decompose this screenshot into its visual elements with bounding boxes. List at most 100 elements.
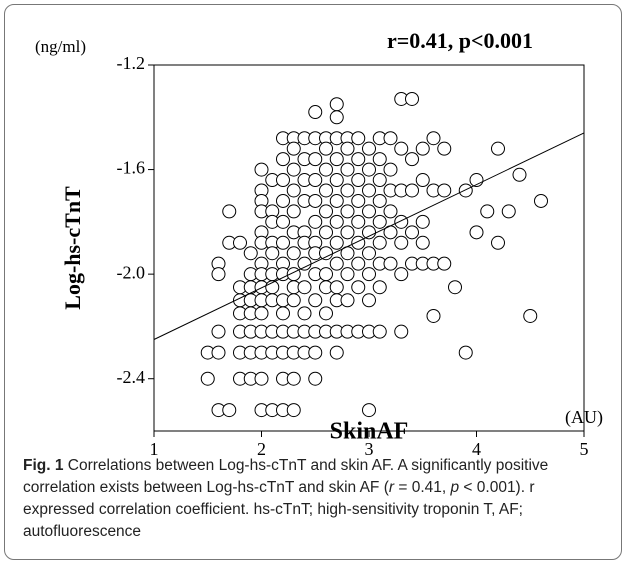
point <box>211 267 226 282</box>
y-tick-label: -2.0 <box>117 262 146 282</box>
point <box>351 235 366 250</box>
point <box>329 280 344 295</box>
point <box>211 324 226 339</box>
point <box>415 214 430 229</box>
point <box>534 193 548 208</box>
x-tick-label: 5 <box>580 439 589 455</box>
point <box>329 256 344 271</box>
point <box>351 152 366 167</box>
point <box>222 204 237 219</box>
point <box>362 141 376 156</box>
point <box>415 235 430 250</box>
point <box>426 131 441 146</box>
point <box>362 293 376 308</box>
point <box>394 235 409 250</box>
point <box>372 173 387 188</box>
point <box>437 183 452 198</box>
point <box>340 225 355 240</box>
point <box>405 225 419 240</box>
point <box>286 246 301 261</box>
point <box>372 235 387 250</box>
x-tick-label: 4 <box>472 439 481 455</box>
point <box>351 214 366 229</box>
y-tick-label: -1.2 <box>117 53 146 73</box>
point <box>329 235 344 250</box>
caption-text: = 0.41, <box>394 479 451 496</box>
point <box>383 131 398 146</box>
point <box>308 345 323 360</box>
point <box>437 256 452 271</box>
point <box>319 141 333 156</box>
point <box>491 235 505 250</box>
chart-title: r=0.41, p<0.001 <box>387 28 533 53</box>
point <box>394 214 409 229</box>
caption-text: Correlations between Log-hs-cTnT and ski… <box>23 457 549 496</box>
chart: r=0.41, p<0.001 (ng/ml) Log-hs-cTnT Skin… <box>35 28 603 455</box>
point <box>383 256 398 271</box>
fit-line <box>153 132 585 340</box>
point <box>329 193 344 208</box>
point <box>308 214 323 229</box>
point <box>276 152 290 167</box>
point <box>233 235 247 250</box>
point <box>340 141 355 156</box>
point <box>469 225 484 240</box>
point <box>480 204 495 219</box>
point <box>211 345 226 360</box>
point <box>297 306 312 321</box>
y-unit: (ng/ml) <box>35 37 86 56</box>
point <box>286 162 301 177</box>
x-tick-label: 3 <box>365 439 374 455</box>
point <box>319 246 333 261</box>
point <box>340 267 355 282</box>
point <box>308 371 323 386</box>
point <box>426 308 441 323</box>
caption-text: < 0.001). r expressed correlation coeffi… <box>23 479 535 540</box>
point <box>362 162 376 177</box>
point <box>308 152 323 167</box>
point <box>362 267 376 282</box>
point <box>254 306 269 321</box>
x-tick-label: 2 <box>257 439 266 455</box>
point <box>372 280 387 295</box>
point <box>405 183 419 198</box>
point <box>340 293 355 308</box>
point <box>372 324 387 339</box>
point <box>415 173 430 188</box>
point <box>394 267 409 282</box>
point <box>512 167 527 182</box>
point <box>297 256 312 271</box>
point <box>394 324 409 339</box>
point <box>491 141 505 156</box>
point <box>222 403 237 418</box>
y-axis-label: Log-hs-cTnT <box>60 186 85 310</box>
point <box>362 246 376 261</box>
point <box>297 280 312 295</box>
point <box>372 152 387 167</box>
point <box>308 293 323 308</box>
point <box>319 267 333 282</box>
point <box>276 214 290 229</box>
point <box>405 91 419 106</box>
caption-label: Fig. 1 <box>23 457 64 474</box>
point <box>329 173 344 188</box>
point <box>340 183 355 198</box>
point <box>308 173 323 188</box>
caption-text: r <box>388 479 395 496</box>
point <box>383 204 398 219</box>
point <box>351 256 366 271</box>
point <box>276 193 290 208</box>
point <box>448 280 462 295</box>
point <box>437 141 452 156</box>
point <box>308 105 323 120</box>
point <box>286 141 301 156</box>
point <box>458 183 473 198</box>
point <box>372 214 387 229</box>
point <box>415 141 430 156</box>
point <box>501 204 516 219</box>
point <box>340 162 355 177</box>
point <box>319 162 333 177</box>
point <box>362 204 376 219</box>
y-tick-label: -1.6 <box>117 158 146 178</box>
point <box>319 225 333 240</box>
